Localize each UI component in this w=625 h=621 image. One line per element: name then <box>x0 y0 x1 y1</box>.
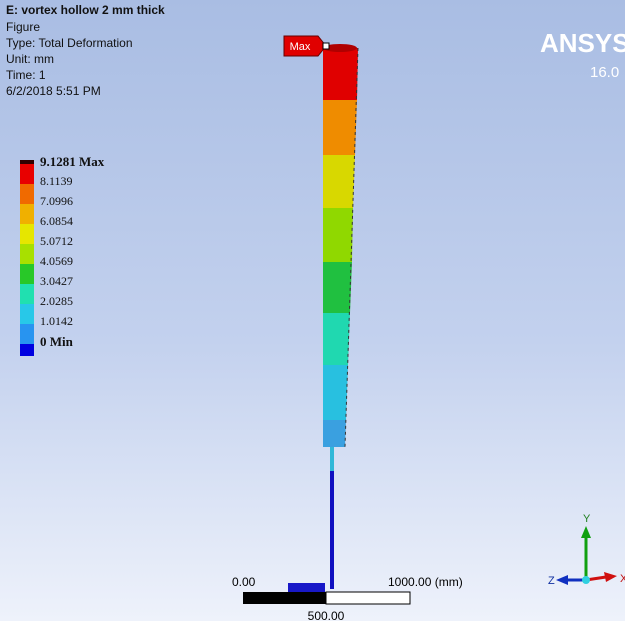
scale-mid: 500.00 <box>308 609 345 621</box>
viewport: Max 0.00 1000.00 (mm) 500.00 Y Z X ANSYS… <box>0 0 625 621</box>
axis-x: X <box>620 573 625 585</box>
axis-y: Y <box>583 513 591 525</box>
info-line: Time: 1 <box>6 68 46 82</box>
legend-label: 5.0712 <box>40 234 73 249</box>
legend-label: 9.1281 Max <box>40 154 104 170</box>
info-line: Type: Total Deformation <box>6 36 133 50</box>
scale-end: 1000.00 (mm) <box>388 575 463 589</box>
legend-scale <box>20 160 34 356</box>
info-line: Unit: mm <box>6 52 54 66</box>
max-probe: Max <box>284 36 329 56</box>
legend-label: 3.0427 <box>40 274 73 289</box>
logo: ANSYS <box>540 28 625 58</box>
model <box>288 44 358 600</box>
legend-label: 0 Min <box>40 334 73 350</box>
info-line: Figure <box>6 20 40 34</box>
logo-version: 16.0 <box>590 64 619 81</box>
triad: Y Z X <box>548 513 625 587</box>
legend-label: 7.0996 <box>40 194 73 209</box>
legend-label: 6.0854 <box>40 214 73 229</box>
legend-label: 4.0569 <box>40 254 73 269</box>
legend-label: 8.1139 <box>40 174 73 189</box>
scale-bar: 0.00 1000.00 (mm) 500.00 <box>232 575 463 621</box>
scale-start: 0.00 <box>232 575 256 589</box>
info-line: 6/2/2018 5:51 PM <box>6 84 101 98</box>
legend-label: 2.0285 <box>40 294 73 309</box>
legend-label: 1.0142 <box>40 314 73 329</box>
axis-z: Z <box>548 575 555 587</box>
max-label: Max <box>290 41 311 53</box>
result-title: E: vortex hollow 2 mm thick <box>6 3 165 17</box>
